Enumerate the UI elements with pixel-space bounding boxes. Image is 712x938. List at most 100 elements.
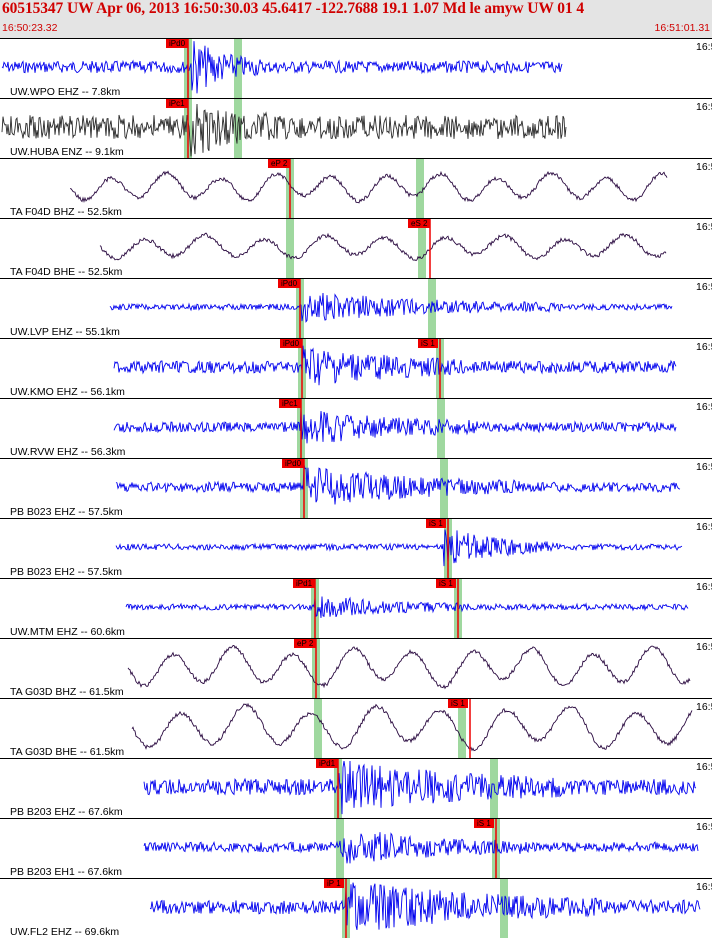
waveform-svg [143, 819, 699, 878]
station-label: UW.KMO EHZ -- 56.1km [10, 386, 125, 398]
event-title: 60515347 UW Apr 06, 2013 16:50:30.03 45.… [2, 0, 584, 17]
pick-marker[interactable]: iS 1 [448, 699, 468, 708]
waveform-trace [113, 407, 677, 444]
pick-window-band [490, 759, 498, 818]
station-label: UW.LVP EHZ -- 55.1km [10, 326, 120, 338]
panel-time-label: 16:5 [696, 521, 712, 533]
waveform-svg [99, 219, 667, 278]
waveform-svg [113, 399, 677, 458]
seismogram-panel[interactable]: iP 1 UW.FL2 EHZ -- 69.6km 16:5 [0, 878, 712, 938]
pick-window-band [234, 39, 242, 98]
waveform-trace [113, 345, 677, 386]
pick-marker[interactable]: iPd0 [166, 39, 189, 48]
panel-time-label: 16:5 [696, 101, 712, 113]
waveform-svg [115, 519, 683, 578]
seismogram-panel[interactable]: iPd0 UW.WPO EHZ -- 7.8km 16:5 [0, 38, 712, 98]
waveform-trace [131, 702, 693, 752]
waveform-svg [1, 99, 567, 158]
pick-marker[interactable]: iS 1 [418, 339, 438, 348]
end-time: 16:51:01.31 [654, 22, 710, 34]
station-label: TA F04D BHZ -- 52.5km [10, 206, 122, 218]
pick-window-band [428, 279, 436, 338]
panel-time-label: 16:5 [696, 161, 712, 173]
seismogram-panel[interactable]: iPc1 UW.RVW EHZ -- 56.3km 16:5 [0, 398, 712, 458]
station-label: PB B023 EHZ -- 57.5km [10, 506, 123, 518]
seismogram-panel[interactable]: iS 1 PB B203 EH1 -- 67.6km 16:5 [0, 818, 712, 878]
start-time: 16:50:23.32 [2, 22, 58, 34]
station-label: UW.HUBA ENZ -- 9.1km [10, 146, 124, 158]
waveform-svg [70, 159, 668, 218]
panel-time-label: 16:5 [696, 401, 712, 413]
pick-marker[interactable]: iPd0 [280, 339, 303, 348]
seismogram-panel[interactable]: iPd0 PB B023 EHZ -- 57.5km 16:5 [0, 458, 712, 518]
panel-time-label: 16:5 [696, 701, 712, 713]
waveform-trace [70, 170, 668, 204]
seismogram-panel[interactable]: eP 2 TA F04D BHZ -- 52.5km 16:5 [0, 158, 712, 218]
station-label: UW.MTM EHZ -- 60.6km [10, 626, 125, 638]
panel-time-label: 16:5 [696, 41, 712, 53]
station-label: UW.WPO EHZ -- 7.8km [10, 86, 121, 98]
pick-marker[interactable]: iPc1 [279, 399, 301, 408]
panel-time-label: 16:5 [696, 881, 712, 893]
pick-marker[interactable]: iPd1 [316, 759, 339, 768]
pick-marker[interactable]: iS 1 [436, 579, 456, 588]
seismogram-panel[interactable]: iPd1 iS 1 UW.MTM EHZ -- 60.6km 16:5 [0, 578, 712, 638]
waveform-trace [127, 645, 691, 690]
pick-marker[interactable]: iPd0 [282, 459, 305, 468]
station-label: UW.FL2 EHZ -- 69.6km [10, 926, 120, 938]
header-bar: 60515347 UW Apr 06, 2013 16:50:30.03 45.… [0, 0, 712, 39]
station-label: PB B203 EHZ -- 67.6km [10, 806, 123, 818]
seismogram-panel[interactable]: iS 1 TA G03D BHE -- 61.5km 16:5 [0, 698, 712, 758]
seismogram-panel[interactable]: iPc1 UW.HUBA ENZ -- 9.1km 16:5 [0, 98, 712, 158]
waveform-trace [115, 464, 681, 505]
waveform-svg [113, 339, 677, 398]
seismogram-panel[interactable]: eP 2 TA G03D BHZ -- 61.5km 16:5 [0, 638, 712, 698]
waveform-trace [143, 832, 699, 864]
waveform-svg [115, 459, 681, 518]
station-label: TA G03D BHZ -- 61.5km [10, 686, 124, 698]
pick-window-band [336, 819, 344, 878]
station-label: UW.RVW EHZ -- 56.3km [10, 446, 126, 458]
seismogram-panel[interactable]: iPd0 iS 1 UW.KMO EHZ -- 56.1km 16:5 [0, 338, 712, 398]
waveform-trace [1, 41, 563, 94]
panel-time-label: 16:5 [696, 821, 712, 833]
pick-marker[interactable]: iS 1 [426, 519, 446, 528]
pick-marker[interactable]: iS 1 [474, 819, 494, 828]
pick-marker[interactable]: iP 1 [324, 879, 344, 888]
panel-time-label: 16:5 [696, 221, 712, 233]
pick-marker[interactable]: iPd1 [293, 579, 316, 588]
pick-window-band [314, 699, 322, 758]
waveform-svg [131, 699, 693, 758]
waveform-svg [127, 639, 691, 698]
waveform-trace [143, 760, 697, 815]
station-label: TA G03D BHE -- 61.5km [10, 746, 125, 758]
panel-time-label: 16:5 [696, 281, 712, 293]
seismogram-panel[interactable]: iS 1 PB B023 EH2 -- 57.5km 16:5 [0, 518, 712, 578]
seismogram-panel[interactable]: iPd0 UW.LVP EHZ -- 55.1km 16:5 [0, 278, 712, 338]
panel-time-label: 16:5 [696, 461, 712, 473]
panel-time-label: 16:5 [696, 341, 712, 353]
panel-time-label: 16:5 [696, 641, 712, 653]
waveform-svg [149, 879, 701, 938]
pick-marker[interactable]: iPc1 [166, 99, 188, 108]
waveform-svg [125, 579, 689, 638]
waveform-svg [1, 39, 563, 98]
pick-marker[interactable]: eS 2 [408, 219, 431, 228]
seismogram-panel[interactable]: eS 2 TA F04D BHE -- 52.5km 16:5 [0, 218, 712, 278]
waveform-svg [109, 279, 673, 338]
seismogram-panel-list: iPd0 UW.WPO EHZ -- 7.8km 16:5 iPc1 UW.HU… [0, 38, 712, 938]
pick-marker[interactable]: iPd0 [278, 279, 301, 288]
pick-marker[interactable]: eP 2 [268, 159, 291, 168]
pick-window-band [458, 699, 466, 758]
panel-time-label: 16:5 [696, 581, 712, 593]
pick-marker[interactable]: eP 2 [294, 639, 317, 648]
seismogram-panel[interactable]: iPd1 PB B203 EHZ -- 67.6km 16:5 [0, 758, 712, 818]
waveform-trace [1, 103, 567, 157]
waveform-trace [109, 292, 673, 323]
station-label: TA F04D BHE -- 52.5km [10, 266, 123, 278]
station-label: PB B023 EH2 -- 57.5km [10, 566, 123, 578]
waveform-trace [99, 232, 667, 262]
station-label: PB B203 EH1 -- 67.6km [10, 866, 123, 878]
waveform-trace [125, 596, 689, 618]
pick-window-band [286, 219, 294, 278]
